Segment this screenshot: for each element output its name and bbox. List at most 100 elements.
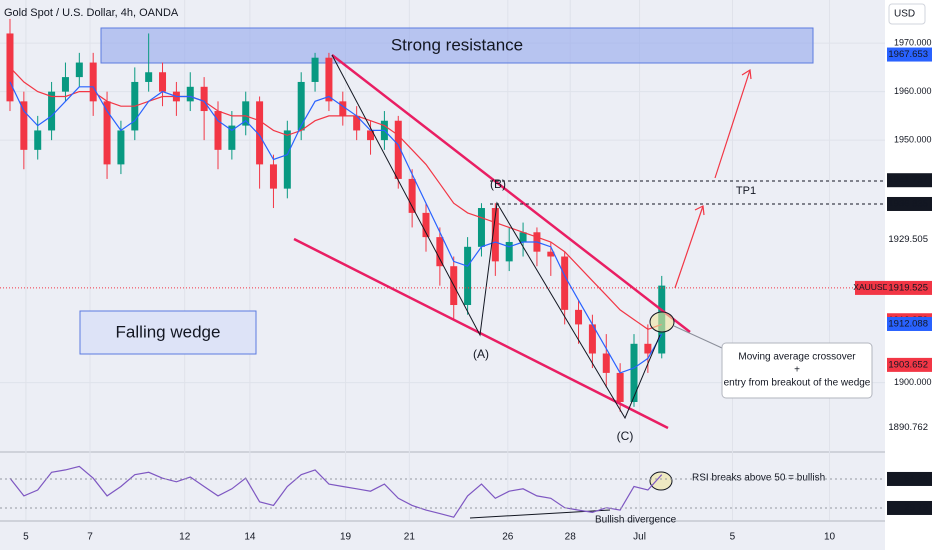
candle-body	[339, 101, 347, 116]
candle-body	[61, 77, 69, 92]
candle-body	[367, 130, 375, 141]
price-tag	[887, 232, 932, 247]
callout-text: +	[794, 365, 800, 376]
candle-body	[145, 72, 153, 82]
x-tick-label: 19	[340, 532, 352, 543]
resistance-zone	[100, 27, 814, 64]
price-tag	[887, 47, 932, 62]
highlight	[649, 471, 673, 491]
price-tag-label: 1912.088	[888, 318, 928, 329]
price-tag	[887, 280, 932, 295]
candle-body	[75, 62, 83, 78]
callout-pointer	[673, 325, 723, 349]
candle-body	[186, 86, 194, 102]
x-tick-label: 28	[565, 532, 577, 543]
candle-body	[103, 101, 111, 165]
candle-body	[575, 309, 583, 325]
candle-body	[616, 372, 624, 402]
price-tag	[887, 316, 932, 331]
x-tick-label: Jul	[633, 532, 646, 543]
candle-body	[117, 130, 125, 165]
candle-body	[477, 208, 485, 247]
candle-body	[6, 33, 14, 102]
wave-label: (B)	[490, 177, 506, 191]
candle-body	[325, 57, 333, 102]
price-tag-label: 1941.737	[888, 175, 928, 186]
candle-body	[436, 237, 444, 267]
x-tick-label: 7	[87, 532, 93, 543]
price-tag-label: 29.79	[904, 502, 928, 513]
axis-bg	[885, 0, 932, 550]
rsi-line	[9, 465, 663, 518]
arrow-head	[694, 205, 705, 216]
currency-box	[888, 3, 926, 25]
price-tag	[887, 420, 932, 435]
callout-text: entry from breakout of the wedge	[724, 378, 871, 389]
candle-body	[283, 130, 291, 189]
candle-body	[353, 115, 361, 131]
candle-body	[394, 120, 402, 179]
candle-body	[311, 57, 319, 82]
arrow	[714, 69, 751, 179]
moving-average	[9, 81, 663, 374]
candle-body	[269, 164, 277, 189]
price-tag	[887, 196, 932, 211]
candle-body	[505, 241, 513, 262]
price-tag	[887, 500, 932, 515]
candle-body	[644, 343, 652, 354]
y-tick-label: 1950.000	[894, 135, 932, 145]
candle-body	[422, 212, 430, 238]
wave-label: (C)	[617, 429, 634, 443]
x-tick-label: 21	[404, 532, 416, 543]
price-tag-label: 1967.653	[888, 49, 928, 60]
candle-body	[228, 125, 236, 150]
arrow-head	[741, 68, 752, 80]
candle-body	[34, 130, 42, 150]
candle-body	[297, 81, 305, 131]
x-tick-label: 5	[23, 532, 29, 543]
divergence-note: Bullish divergence	[595, 515, 677, 526]
candle-body	[48, 91, 56, 131]
moving-average	[9, 66, 662, 330]
candle-body	[214, 111, 222, 150]
symbol-tag	[855, 280, 887, 295]
x-tick-label: 26	[502, 532, 514, 543]
x-tick-label: 10	[824, 532, 836, 543]
x-tick-label: 14	[244, 532, 256, 543]
candle-body	[159, 72, 167, 92]
price-tag	[887, 471, 932, 486]
callout-box	[721, 342, 873, 399]
candle-body	[588, 324, 596, 354]
wedge-lower	[293, 237, 669, 430]
candle-body	[89, 62, 97, 102]
wave-label: (A)	[473, 347, 489, 361]
candle-body	[408, 178, 416, 213]
wave-lines	[331, 54, 661, 420]
highlight	[649, 311, 675, 333]
price-tag-label: 1903.652	[888, 359, 928, 370]
price-tag-label: 1929.505	[888, 234, 928, 245]
symbol-label: XAUUSD	[853, 282, 888, 292]
chart-title: Gold Spot / U.S. Dollar, 4h, OANDA	[4, 7, 179, 19]
candle-body	[20, 101, 28, 150]
candle-body	[464, 246, 472, 306]
callout-text: Moving average crossover	[738, 352, 856, 363]
price-tag-label: 54.36	[904, 473, 928, 484]
wedge-label: Falling wedge	[116, 322, 221, 341]
y-tick-label: 1900.000	[894, 377, 932, 387]
currency: USD	[894, 9, 915, 20]
price-tag-label: 1936.835	[888, 198, 928, 209]
candle-body	[561, 256, 569, 310]
rsi-note: RSI breaks above 50 = bullish	[692, 473, 825, 484]
y-tick-label: 1970.000	[894, 38, 932, 48]
price-tag-label: 1919.525	[888, 282, 928, 293]
price-tag-label: 1890.762	[888, 422, 928, 433]
x-tick-label: 5	[730, 532, 736, 543]
tp-label: TP1	[736, 185, 756, 197]
y-tick-label: 1960.000	[894, 86, 932, 96]
candle-body	[630, 343, 638, 402]
candle-body	[256, 101, 264, 165]
wedge-upper	[331, 54, 691, 333]
resistance-label: Strong resistance	[391, 35, 523, 54]
